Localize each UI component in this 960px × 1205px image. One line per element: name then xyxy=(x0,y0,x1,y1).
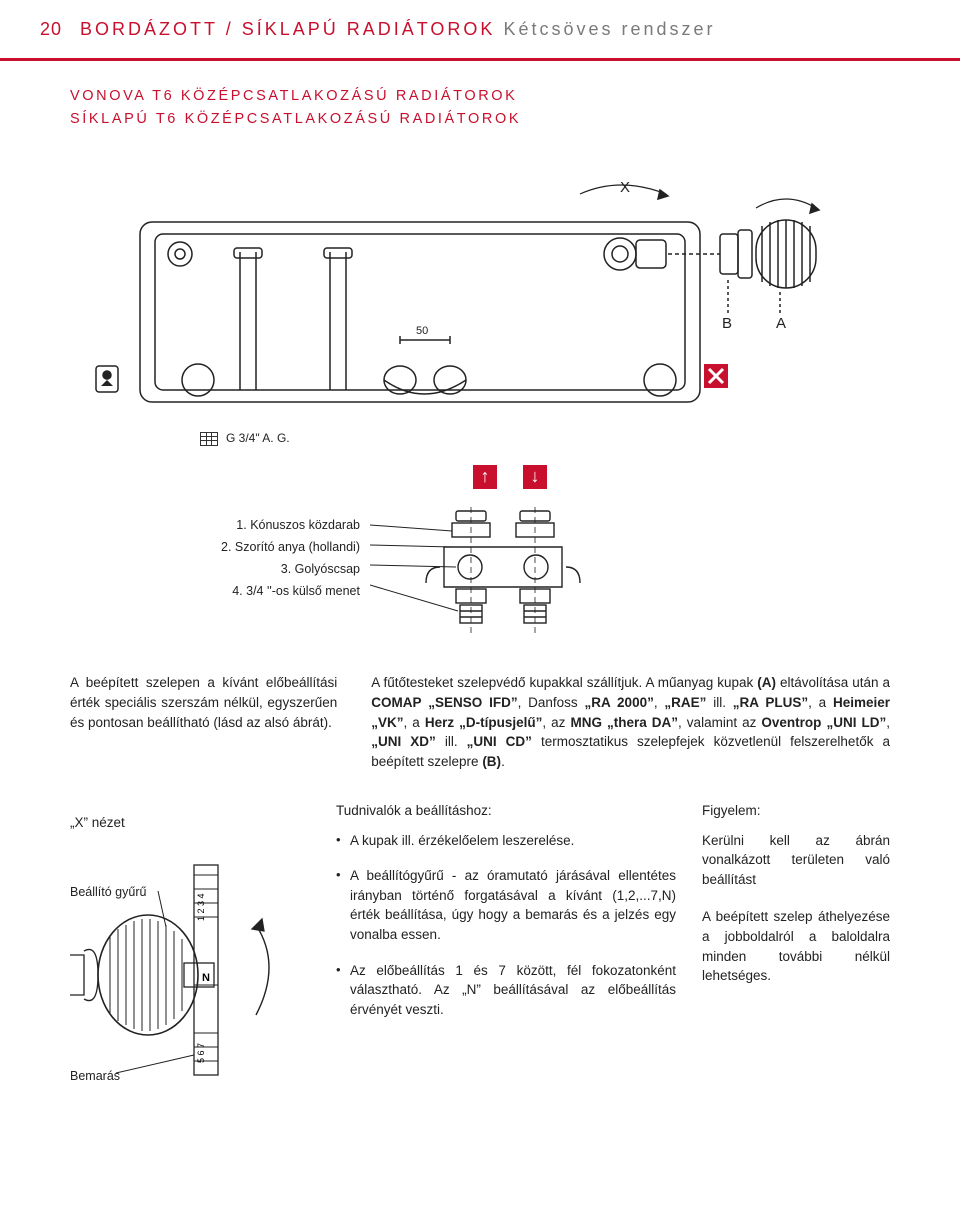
thread-grid-icon xyxy=(200,432,218,446)
legend-item-3: 3. Golyóscsap xyxy=(170,559,360,581)
arrow-down-icon: ↓ xyxy=(523,465,547,489)
x-view-title: „X” nézet xyxy=(70,813,310,833)
tudnivalok-item-1: A kupak ill. érzékelőelem leszerelése. xyxy=(336,831,676,851)
legend-item-2: 2. Szorító anya (hollandi) xyxy=(170,537,360,559)
parts-legend: 1. Kónuszos közdarab 2. Szorító anya (ho… xyxy=(170,507,370,603)
subhead-line-2: SÍKLAPÚ T6 KÖZÉPCSATLAKOZÁSÚ RADIÁTOROK xyxy=(70,108,960,130)
intro-paragraph-right: A fűtőtesteket szelepvédő kupakkal száll… xyxy=(371,673,890,771)
legend-item-4: 4. 3/4 ''-os külső menet xyxy=(170,581,360,603)
svg-text:1 2 3 4: 1 2 3 4 xyxy=(196,893,206,921)
header-red: BORDÁZOTT / SÍKLAPÚ RADIÁTOROK xyxy=(80,19,495,39)
page-title: BORDÁZOTT / SÍKLAPÚ RADIÁTOROK Kétcsöves… xyxy=(80,16,716,42)
page-number: 20 xyxy=(40,16,62,42)
svg-text:5 6 7: 5 6 7 xyxy=(196,1043,206,1063)
diagram-dim-50: 50 xyxy=(416,325,428,337)
bottom-connector-svg xyxy=(370,507,630,637)
tudnivalok-title: Tudnivalók a beállításhoz: xyxy=(336,801,676,821)
diagram-label-a: A xyxy=(776,315,786,332)
tudnivalok-item-2: A beállítógyűrű - az óramutató járásával… xyxy=(336,866,676,944)
figyelem-p2: A beépített szelep áthelyezése a jobbold… xyxy=(702,907,890,985)
arrow-up-icon: ↑ xyxy=(473,465,497,489)
figyelem-title: Figyelem: xyxy=(702,801,890,821)
header-gray: Kétcsöves rendszer xyxy=(503,19,715,39)
diagram-label-b: B xyxy=(722,315,732,332)
header-rule xyxy=(0,58,960,61)
notch-label: Bemarás xyxy=(70,1067,120,1085)
adjusting-ring-diagram: Beállító gyűrű Bemarás xyxy=(70,855,310,1105)
legend-item-1: 1. Kónuszos közdarab xyxy=(170,515,360,537)
thread-label-text: G 3/4" A. G. xyxy=(226,430,290,447)
radiator-svg: X B A 50 xyxy=(80,162,880,422)
intro-paragraph-left: A beépített szelepen a kívánt előbeállít… xyxy=(70,673,337,771)
radiator-diagram: X B A 50 G 3/4" A. G. ↑ ↓ 1. Kónuszos kö… xyxy=(0,148,960,637)
ring-label: Beállító gyűrű xyxy=(70,883,146,901)
diagram-label-x: X xyxy=(620,179,630,196)
figyelem-p1: Kerülni kell az ábrán vonalkázott terüle… xyxy=(702,831,890,890)
tudnivalok-item-3: Az előbeállítás 1 és 7 között, fél fokoz… xyxy=(336,961,676,1020)
flow-arrows: ↑ ↓ xyxy=(130,465,890,489)
svg-text:N: N xyxy=(202,972,210,984)
subhead-line-1: VONOVA T6 KÖZÉPCSATLAKOZÁSÚ RADIÁTOROK xyxy=(70,85,960,107)
